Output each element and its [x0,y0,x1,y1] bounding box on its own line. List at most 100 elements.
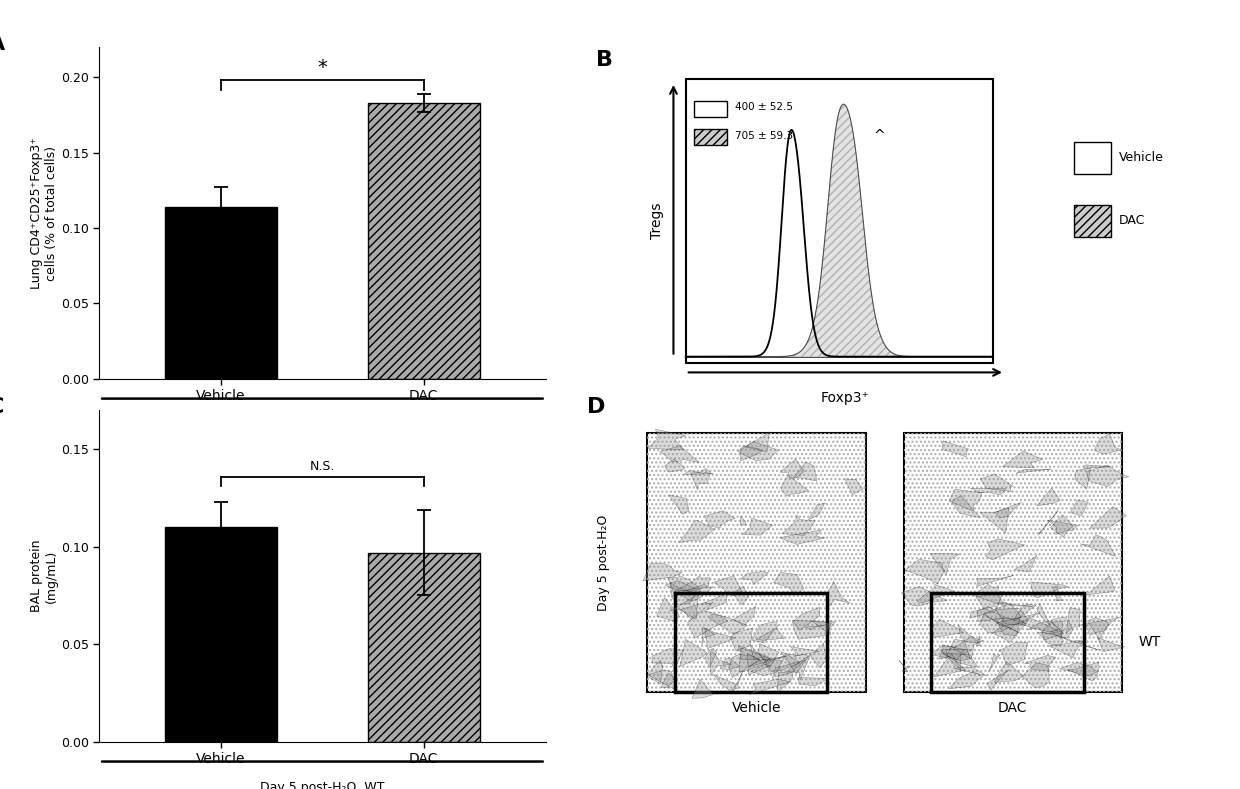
Polygon shape [934,653,966,677]
Polygon shape [729,654,760,678]
Polygon shape [949,671,982,689]
Polygon shape [786,654,811,680]
Polygon shape [994,619,1019,636]
Polygon shape [660,446,699,462]
Polygon shape [714,576,742,596]
Polygon shape [1024,656,1055,671]
Polygon shape [730,628,753,651]
Polygon shape [977,575,1013,586]
Polygon shape [811,643,826,667]
Bar [694,129,727,145]
Polygon shape [949,489,982,511]
Polygon shape [780,459,805,478]
Polygon shape [1050,621,1063,638]
Polygon shape [806,626,825,630]
Polygon shape [758,644,779,667]
Polygon shape [780,530,825,544]
Polygon shape [749,656,786,667]
Text: A: A [0,34,5,54]
Polygon shape [918,585,955,603]
Polygon shape [1060,637,1100,650]
Polygon shape [976,636,981,646]
Polygon shape [946,639,970,661]
Polygon shape [1079,618,1120,635]
Polygon shape [970,606,997,618]
Polygon shape [1070,500,1089,516]
Polygon shape [733,586,749,605]
Polygon shape [1049,641,1083,658]
Polygon shape [691,469,711,490]
Polygon shape [980,615,1019,633]
Polygon shape [808,503,825,520]
Polygon shape [971,488,1006,495]
Text: Tregs: Tregs [650,203,665,239]
Polygon shape [704,628,735,649]
Text: Day 5 post-H₂O: Day 5 post-H₂O [598,514,610,611]
Polygon shape [644,563,682,581]
Polygon shape [994,662,1023,682]
Polygon shape [930,646,956,658]
Bar [1074,142,1111,174]
Polygon shape [704,593,727,611]
Polygon shape [738,645,770,660]
Polygon shape [714,675,737,691]
Polygon shape [901,586,947,606]
Polygon shape [792,620,831,639]
Polygon shape [1080,535,1116,556]
Text: Foxp3⁺: Foxp3⁺ [821,391,869,406]
Text: DAC: DAC [1118,215,1145,227]
Polygon shape [1097,638,1125,652]
Polygon shape [720,657,740,670]
Polygon shape [988,654,999,671]
Polygon shape [649,670,677,691]
Polygon shape [987,669,1009,690]
Polygon shape [683,470,713,474]
Polygon shape [1037,604,1050,626]
Polygon shape [777,672,794,693]
Text: Vehicle: Vehicle [732,701,781,715]
Polygon shape [1017,469,1052,473]
Polygon shape [751,660,782,675]
Polygon shape [812,621,836,635]
Polygon shape [939,645,965,660]
Polygon shape [1022,663,1049,687]
Text: *: * [317,58,327,77]
Polygon shape [738,442,779,461]
Polygon shape [781,475,808,496]
Polygon shape [680,602,713,620]
Bar [904,433,1122,692]
Polygon shape [704,649,717,667]
Polygon shape [959,626,980,643]
Polygon shape [647,429,686,450]
Polygon shape [733,607,755,626]
Polygon shape [704,510,735,528]
Y-axis label: Lung CD4⁺CD25⁺Foxp3⁺
cells (% of total cells): Lung CD4⁺CD25⁺Foxp3⁺ cells (% of total c… [30,137,58,289]
Polygon shape [750,645,765,661]
Polygon shape [680,639,707,667]
Polygon shape [932,619,963,638]
Polygon shape [983,604,1024,626]
Polygon shape [951,495,981,518]
Polygon shape [1060,662,1097,676]
Polygon shape [774,572,804,595]
Polygon shape [905,559,945,584]
Polygon shape [931,553,960,574]
Polygon shape [1038,630,1064,646]
Bar [931,593,1084,692]
Polygon shape [652,649,683,670]
Text: 705 ± 59.3: 705 ± 59.3 [735,131,792,140]
Polygon shape [657,598,678,622]
Text: B: B [595,50,613,70]
Polygon shape [668,576,702,595]
Polygon shape [1075,468,1091,489]
Polygon shape [954,667,987,675]
Text: DAC: DAC [998,701,1028,715]
Polygon shape [1050,514,1074,537]
Polygon shape [756,628,785,640]
Text: Vehicle: Vehicle [1118,151,1163,164]
Polygon shape [1086,576,1115,595]
Polygon shape [1014,555,1037,572]
Polygon shape [661,673,677,688]
Bar [694,101,727,117]
Polygon shape [1042,617,1073,638]
